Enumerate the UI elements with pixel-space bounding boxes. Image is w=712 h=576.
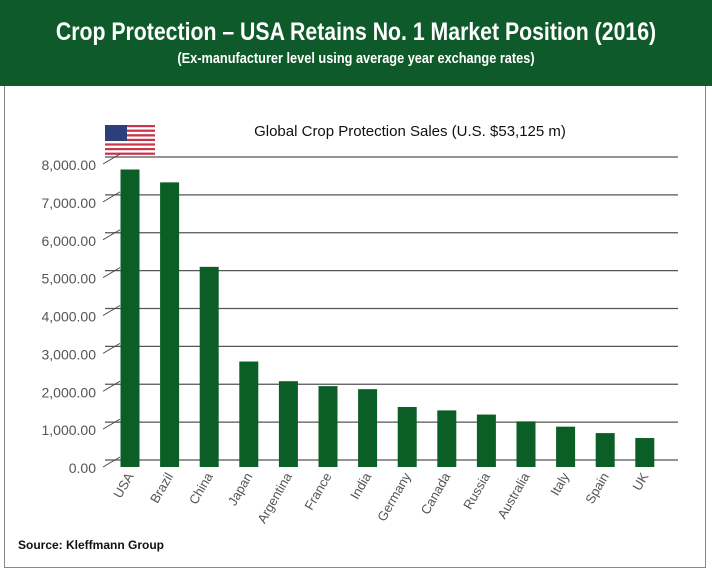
y-tick-label: 3,000.00 <box>42 346 97 362</box>
flag-stripe <box>105 129 155 132</box>
chart-title: Global Crop Protection Sales (U.S. $53,1… <box>254 123 566 140</box>
page-subtitle: (Ex-manufacturer level using average yea… <box>177 50 535 67</box>
y-tick <box>102 305 121 316</box>
y-tick-label: 8,000.00 <box>42 157 97 173</box>
bar-brazil <box>160 182 180 467</box>
bar-russia <box>476 414 496 467</box>
y-tick-label: 7,000.00 <box>42 195 97 211</box>
source-note: Source: Kleffmann Group <box>18 538 165 552</box>
y-tick-label: 2,000.00 <box>42 384 97 400</box>
x-tick-label: Japan <box>225 470 256 508</box>
flag-stripe <box>105 125 155 128</box>
bar-argentina <box>278 381 298 467</box>
x-tick-label: France <box>301 470 334 513</box>
flag-stripe <box>105 141 155 144</box>
header-banner: Crop Protection – USA Retains No. 1 Mark… <box>0 0 712 86</box>
x-tick-label: Australia <box>494 469 533 521</box>
x-tick-label: Brazil <box>147 470 176 506</box>
bar-uk <box>635 438 655 467</box>
flag-stripe <box>105 131 155 135</box>
bar-japan <box>239 361 259 467</box>
flag-stripe <box>105 148 155 151</box>
bar-france <box>318 386 338 467</box>
flag-stripe <box>105 150 155 153</box>
bar-australia <box>516 421 536 467</box>
x-tick-label: Spain <box>582 470 612 506</box>
y-tick-label: 6,000.00 <box>42 233 97 249</box>
y-tick <box>102 229 121 241</box>
bar-italy <box>556 426 576 467</box>
y-tick <box>102 380 121 392</box>
y-tick <box>102 456 121 468</box>
x-tick-label: China <box>186 469 216 507</box>
flag-stripe <box>105 136 155 139</box>
flag-stripe <box>105 138 155 142</box>
y-tick-label: 4,000.00 <box>42 309 97 325</box>
y-tick <box>102 418 121 430</box>
flag-stripe <box>105 143 155 146</box>
x-tick-label: India <box>347 469 374 502</box>
flag-canton <box>105 125 127 141</box>
y-tick <box>102 153 121 165</box>
flag-stripe <box>105 152 155 155</box>
bar-india <box>358 389 378 467</box>
y-tick-label: 0.00 <box>69 460 96 476</box>
bar-canada <box>437 410 457 467</box>
x-tick-label: Italy <box>547 470 572 499</box>
flag-stripe <box>105 127 155 130</box>
x-tick-label: USA <box>110 470 137 501</box>
x-tick-label: UK <box>629 470 651 493</box>
x-tick-label: Canada <box>418 469 454 517</box>
flag-stripe <box>105 154 155 158</box>
x-tick-label: Germany <box>374 470 414 524</box>
bar-germany <box>397 406 417 467</box>
chart-frame <box>4 86 706 568</box>
bar-usa <box>120 169 140 467</box>
page-title: Crop Protection – USA Retains No. 1 Mark… <box>55 18 657 46</box>
y-tick <box>102 342 121 354</box>
bar-china <box>199 266 219 467</box>
x-tick-label: Argentina <box>254 469 295 525</box>
y-tick <box>102 191 121 203</box>
y-tick <box>102 267 121 279</box>
y-tick-label: 1,000.00 <box>42 422 97 438</box>
bar-spain <box>595 433 615 467</box>
y-tick-label: 5,000.00 <box>42 271 97 287</box>
usa-flag-icon <box>105 125 155 158</box>
flag-stripe <box>105 145 155 148</box>
x-tick-label: Russia <box>460 469 493 512</box>
flag-stripe <box>105 134 155 137</box>
